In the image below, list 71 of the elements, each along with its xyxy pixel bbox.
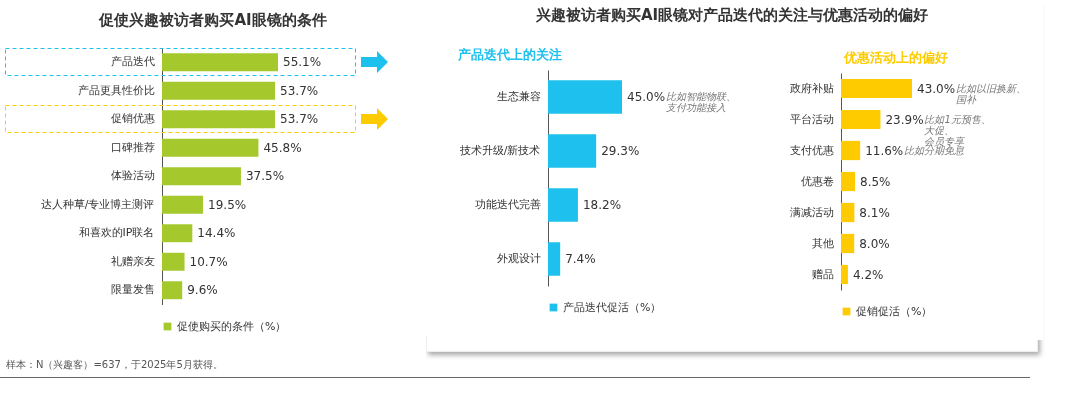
text: 比如智能物联、支付功能接入 (666, 91, 736, 113)
data-label: 45.8% (263, 140, 302, 155)
bar (548, 188, 578, 222)
bar (548, 134, 597, 168)
y-tick-label: 满减活动 (789, 205, 834, 219)
y-tick-label: 达人种草/专业博主测评 (40, 197, 155, 211)
data-label: 55.1% (283, 55, 322, 70)
y-tick-label: 体验活动 (110, 169, 155, 183)
chart-title: 促使兴趣被访者购买AI眼镜的条件 (98, 11, 327, 29)
bar (162, 281, 183, 300)
y-tick-label: 产品更具性价比 (77, 83, 155, 97)
bar (162, 195, 204, 214)
bar (162, 224, 193, 243)
data-label: 8.1% (859, 205, 890, 220)
chart-title: 优惠活动上的偏好 (843, 50, 948, 65)
y-tick-label: 优惠卷 (800, 174, 834, 188)
text: 比如以旧换新、国补 (956, 82, 1026, 105)
y-tick-label: 促销优惠 (110, 112, 155, 126)
data-label: 43.0% (917, 81, 956, 96)
y-tick-label: 口碑推荐 (110, 140, 155, 154)
bar (841, 171, 856, 192)
bar (841, 140, 861, 161)
data-label: 11.6% (865, 143, 904, 158)
y-tick-label: 平台活动 (789, 112, 834, 126)
data-label: 18.2% (582, 198, 622, 212)
y-tick-label: 赠品 (811, 267, 834, 281)
bar (162, 252, 185, 271)
data-label: 53.7% (280, 83, 319, 98)
bar (841, 109, 881, 130)
data-label: 7.4% (565, 252, 596, 266)
text: 兴趣被访者购买AI眼镜对产品迭代的关注与优惠活动的偏好 (534, 6, 930, 25)
bar (162, 138, 259, 157)
data-label: 45.0% (627, 90, 666, 104)
legend-label: 促销促活（%） (856, 304, 933, 318)
data-label: 37.5% (245, 169, 285, 184)
y-tick-label: 外观设计 (496, 252, 541, 265)
data-label: 8.5% (860, 174, 891, 189)
data-label: 10.7% (189, 254, 228, 269)
bar (548, 80, 622, 114)
data-label: 19.5% (208, 197, 247, 212)
y-tick-label: 限量发售 (110, 283, 155, 297)
y-tick-label: 生态兼容 (496, 90, 541, 103)
bar (841, 78, 912, 99)
y-tick-label: 产品迭代 (110, 55, 155, 69)
data-label: 14.4% (197, 226, 236, 241)
y-tick-label: 支付优惠 (789, 143, 834, 157)
data-label: 8.0% (859, 236, 890, 251)
y-tick-label: 礼赠亲友 (110, 254, 155, 268)
y-tick-label: 政府补贴 (789, 81, 834, 95)
bar (162, 167, 241, 186)
data-label: 23.9% (885, 112, 924, 127)
data-label: 29.3% (601, 144, 640, 158)
data-label: 53.7% (280, 112, 319, 127)
data-label: 4.2% (852, 267, 884, 282)
bar (841, 233, 855, 254)
bar (162, 53, 278, 72)
legend-label: 产品迭代促活（%） (563, 300, 662, 314)
text: 样本：N（兴趣客）=637，于2025年5月获得。 (6, 358, 223, 372)
text: 比如1元预售、大促、会员专享 (924, 113, 991, 147)
bar (162, 81, 276, 100)
bar (841, 264, 848, 285)
legend-label: 促使购买的条件（%） (177, 319, 287, 333)
y-tick-label: 和喜欢的IP联名 (78, 226, 155, 240)
y-tick-label: 技术升级/新技术 (458, 144, 541, 157)
bar (162, 110, 276, 129)
y-tick-label: 其他 (811, 236, 834, 250)
y-tick-label: 功能迭代完善 (474, 198, 541, 211)
bar (841, 202, 855, 223)
chart-subtitle: 产品迭代上的关注 (457, 47, 562, 62)
bar (548, 242, 561, 276)
data-label: 9.6% (187, 283, 218, 298)
